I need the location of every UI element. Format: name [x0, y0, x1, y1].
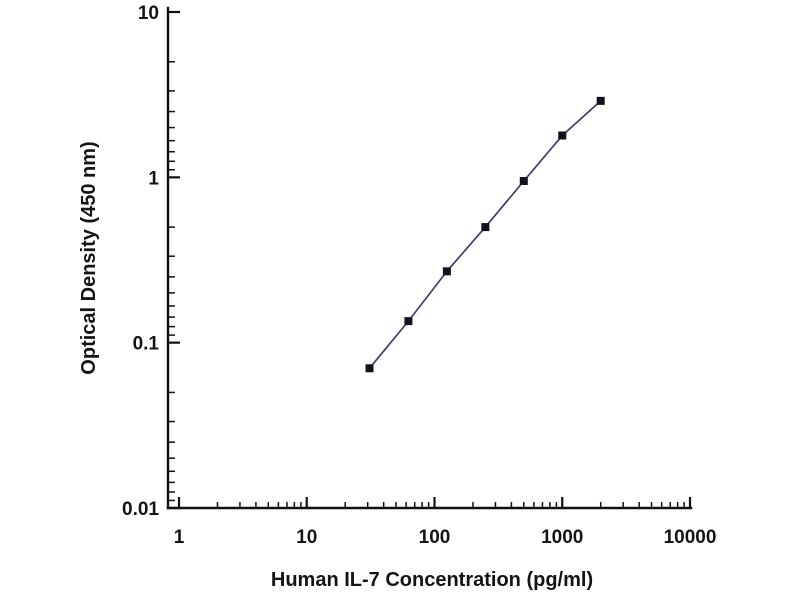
- tick-labels: 1 10 100 1000 10000 10 1 0.1 0.01: [122, 3, 716, 548]
- data-point-marker: [442, 267, 451, 276]
- data-point-marker: [519, 177, 528, 186]
- x-tick-label: 1: [174, 527, 185, 548]
- y-tick-label: 0.1: [133, 334, 160, 355]
- data-point-marker: [481, 223, 490, 232]
- y-tick-label: 0.01: [122, 499, 159, 520]
- x-axis-title: Human IL-7 Concentration (pg/ml): [271, 569, 593, 591]
- major-tick-marks: [168, 10, 692, 510]
- data-series-layer: [365, 96, 605, 373]
- y-tick-label: 1: [148, 168, 159, 189]
- series-line: [368, 100, 602, 370]
- data-point-marker: [558, 131, 567, 140]
- minor-tick-marks: [168, 61, 685, 508]
- x-tick-label: 10: [296, 527, 317, 548]
- data-point-marker: [404, 317, 413, 326]
- data-point-marker: [596, 96, 605, 105]
- x-tick-label: 100: [419, 527, 451, 548]
- x-tick-label: 10000: [664, 527, 717, 548]
- y-tick-label: 10: [138, 3, 159, 24]
- y-axis-title: Optical Density (450 nm): [78, 141, 100, 374]
- data-point-marker: [365, 364, 374, 373]
- x-tick-label: 1000: [541, 527, 583, 548]
